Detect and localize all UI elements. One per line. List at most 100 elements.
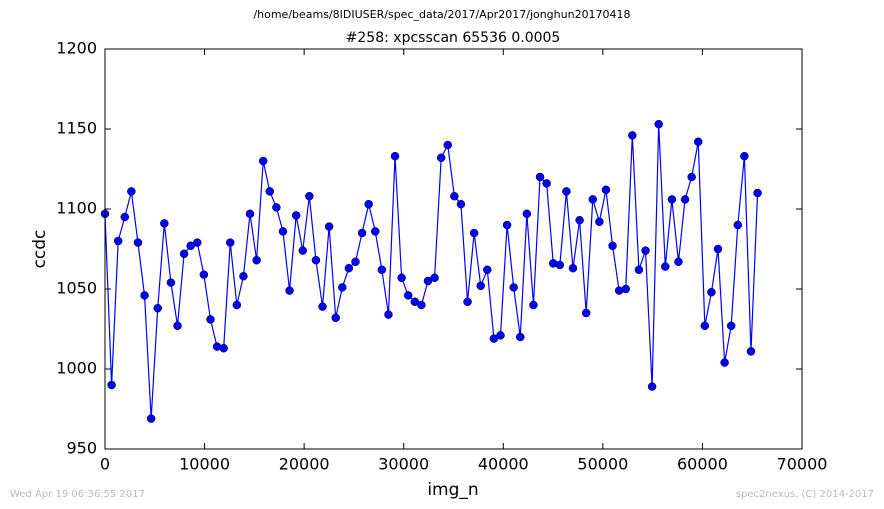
data-point xyxy=(252,255,261,265)
data-point xyxy=(173,321,182,331)
data-point xyxy=(371,227,380,236)
data-point xyxy=(700,321,710,331)
data-point xyxy=(535,172,545,182)
data-point xyxy=(318,302,327,311)
data-point xyxy=(746,347,756,356)
data-point xyxy=(516,332,525,342)
x-tick-label: 50000 xyxy=(577,455,628,474)
data-point xyxy=(146,414,156,423)
x-tick-label: 20000 xyxy=(279,455,330,474)
data-point xyxy=(661,262,670,271)
x-tick-label: 70000 xyxy=(777,455,828,474)
data-point xyxy=(502,220,512,230)
data-point xyxy=(634,265,644,275)
data-point xyxy=(107,380,116,390)
y-tick-label: 1150 xyxy=(56,119,97,138)
data-point xyxy=(344,263,354,273)
data-point xyxy=(351,257,360,267)
data-point xyxy=(417,300,426,310)
data-point xyxy=(687,172,696,182)
data-point xyxy=(377,265,387,275)
data-point xyxy=(740,151,749,161)
data-point xyxy=(199,270,209,279)
y-axis-label: ccdc xyxy=(30,230,50,269)
data-point xyxy=(674,257,683,267)
x-tick-label: 30000 xyxy=(378,455,429,474)
data-point xyxy=(193,238,202,247)
data-point xyxy=(357,228,367,238)
data-point xyxy=(542,179,551,188)
data-point xyxy=(628,131,637,140)
data-point xyxy=(166,278,176,287)
data-point xyxy=(384,310,393,319)
y-tick-label: 1000 xyxy=(56,359,97,378)
plot-frame xyxy=(104,48,803,450)
suptitle: /home/beams/8IDIUSER/spec_data/2017/Apr2… xyxy=(253,8,630,21)
data-point xyxy=(390,151,400,161)
data-point xyxy=(555,260,565,270)
x-axis-label: img_n xyxy=(427,480,478,500)
data-point xyxy=(206,315,215,324)
data-point xyxy=(456,199,466,209)
data-point xyxy=(522,209,532,219)
data-point xyxy=(529,300,538,310)
data-point xyxy=(654,119,663,129)
data-point xyxy=(430,273,439,283)
data-point xyxy=(436,153,446,163)
data-point xyxy=(568,263,578,273)
data-point xyxy=(239,271,248,281)
data-point xyxy=(232,300,242,310)
data-point xyxy=(272,203,281,212)
data-point xyxy=(291,211,301,220)
data-point xyxy=(693,137,703,147)
y-tick-label: 1200 xyxy=(56,39,97,58)
data-point xyxy=(575,215,584,225)
data-point xyxy=(225,238,235,247)
x-tick-label: 40000 xyxy=(478,455,529,474)
data-point xyxy=(245,209,255,219)
data-point xyxy=(298,246,307,255)
x-tick-label: 10000 xyxy=(179,455,230,474)
data-point xyxy=(338,283,347,292)
data-point xyxy=(311,255,321,265)
data-point xyxy=(667,195,677,204)
data-point xyxy=(278,227,288,236)
data-point xyxy=(733,220,743,230)
data-point xyxy=(680,195,690,204)
data-point xyxy=(588,195,598,204)
chart-title: #258: xpcsscan 65536 0.0005 xyxy=(346,30,561,46)
y-tick-label: 1050 xyxy=(56,279,97,298)
data-point xyxy=(364,199,373,209)
data-point xyxy=(595,217,604,227)
data-point xyxy=(509,283,518,292)
data-point xyxy=(140,291,149,300)
data-point xyxy=(179,249,189,259)
data-point xyxy=(707,287,716,297)
data-point xyxy=(562,187,571,196)
data-point xyxy=(120,212,130,222)
data-point xyxy=(285,286,294,295)
data-point xyxy=(581,308,591,318)
data-point xyxy=(305,191,314,201)
data-point xyxy=(133,238,143,247)
credit: spec2nexus, (C) 2014-2017 xyxy=(736,489,874,500)
data-point xyxy=(601,185,611,195)
data-point xyxy=(647,382,657,391)
x-tick-label: 0 xyxy=(100,455,110,474)
data-point xyxy=(265,187,275,196)
data-point xyxy=(476,281,485,291)
data-point xyxy=(483,265,492,275)
data-point xyxy=(720,358,729,367)
data-point xyxy=(443,140,453,150)
data-point xyxy=(397,273,406,283)
data-point xyxy=(753,188,762,198)
data-point xyxy=(496,331,505,340)
data-point xyxy=(219,343,228,353)
data-point xyxy=(621,284,630,294)
data-point xyxy=(450,191,459,201)
data-point xyxy=(324,222,334,231)
data-point xyxy=(160,219,169,228)
x-tick-label: 60000 xyxy=(677,455,728,474)
